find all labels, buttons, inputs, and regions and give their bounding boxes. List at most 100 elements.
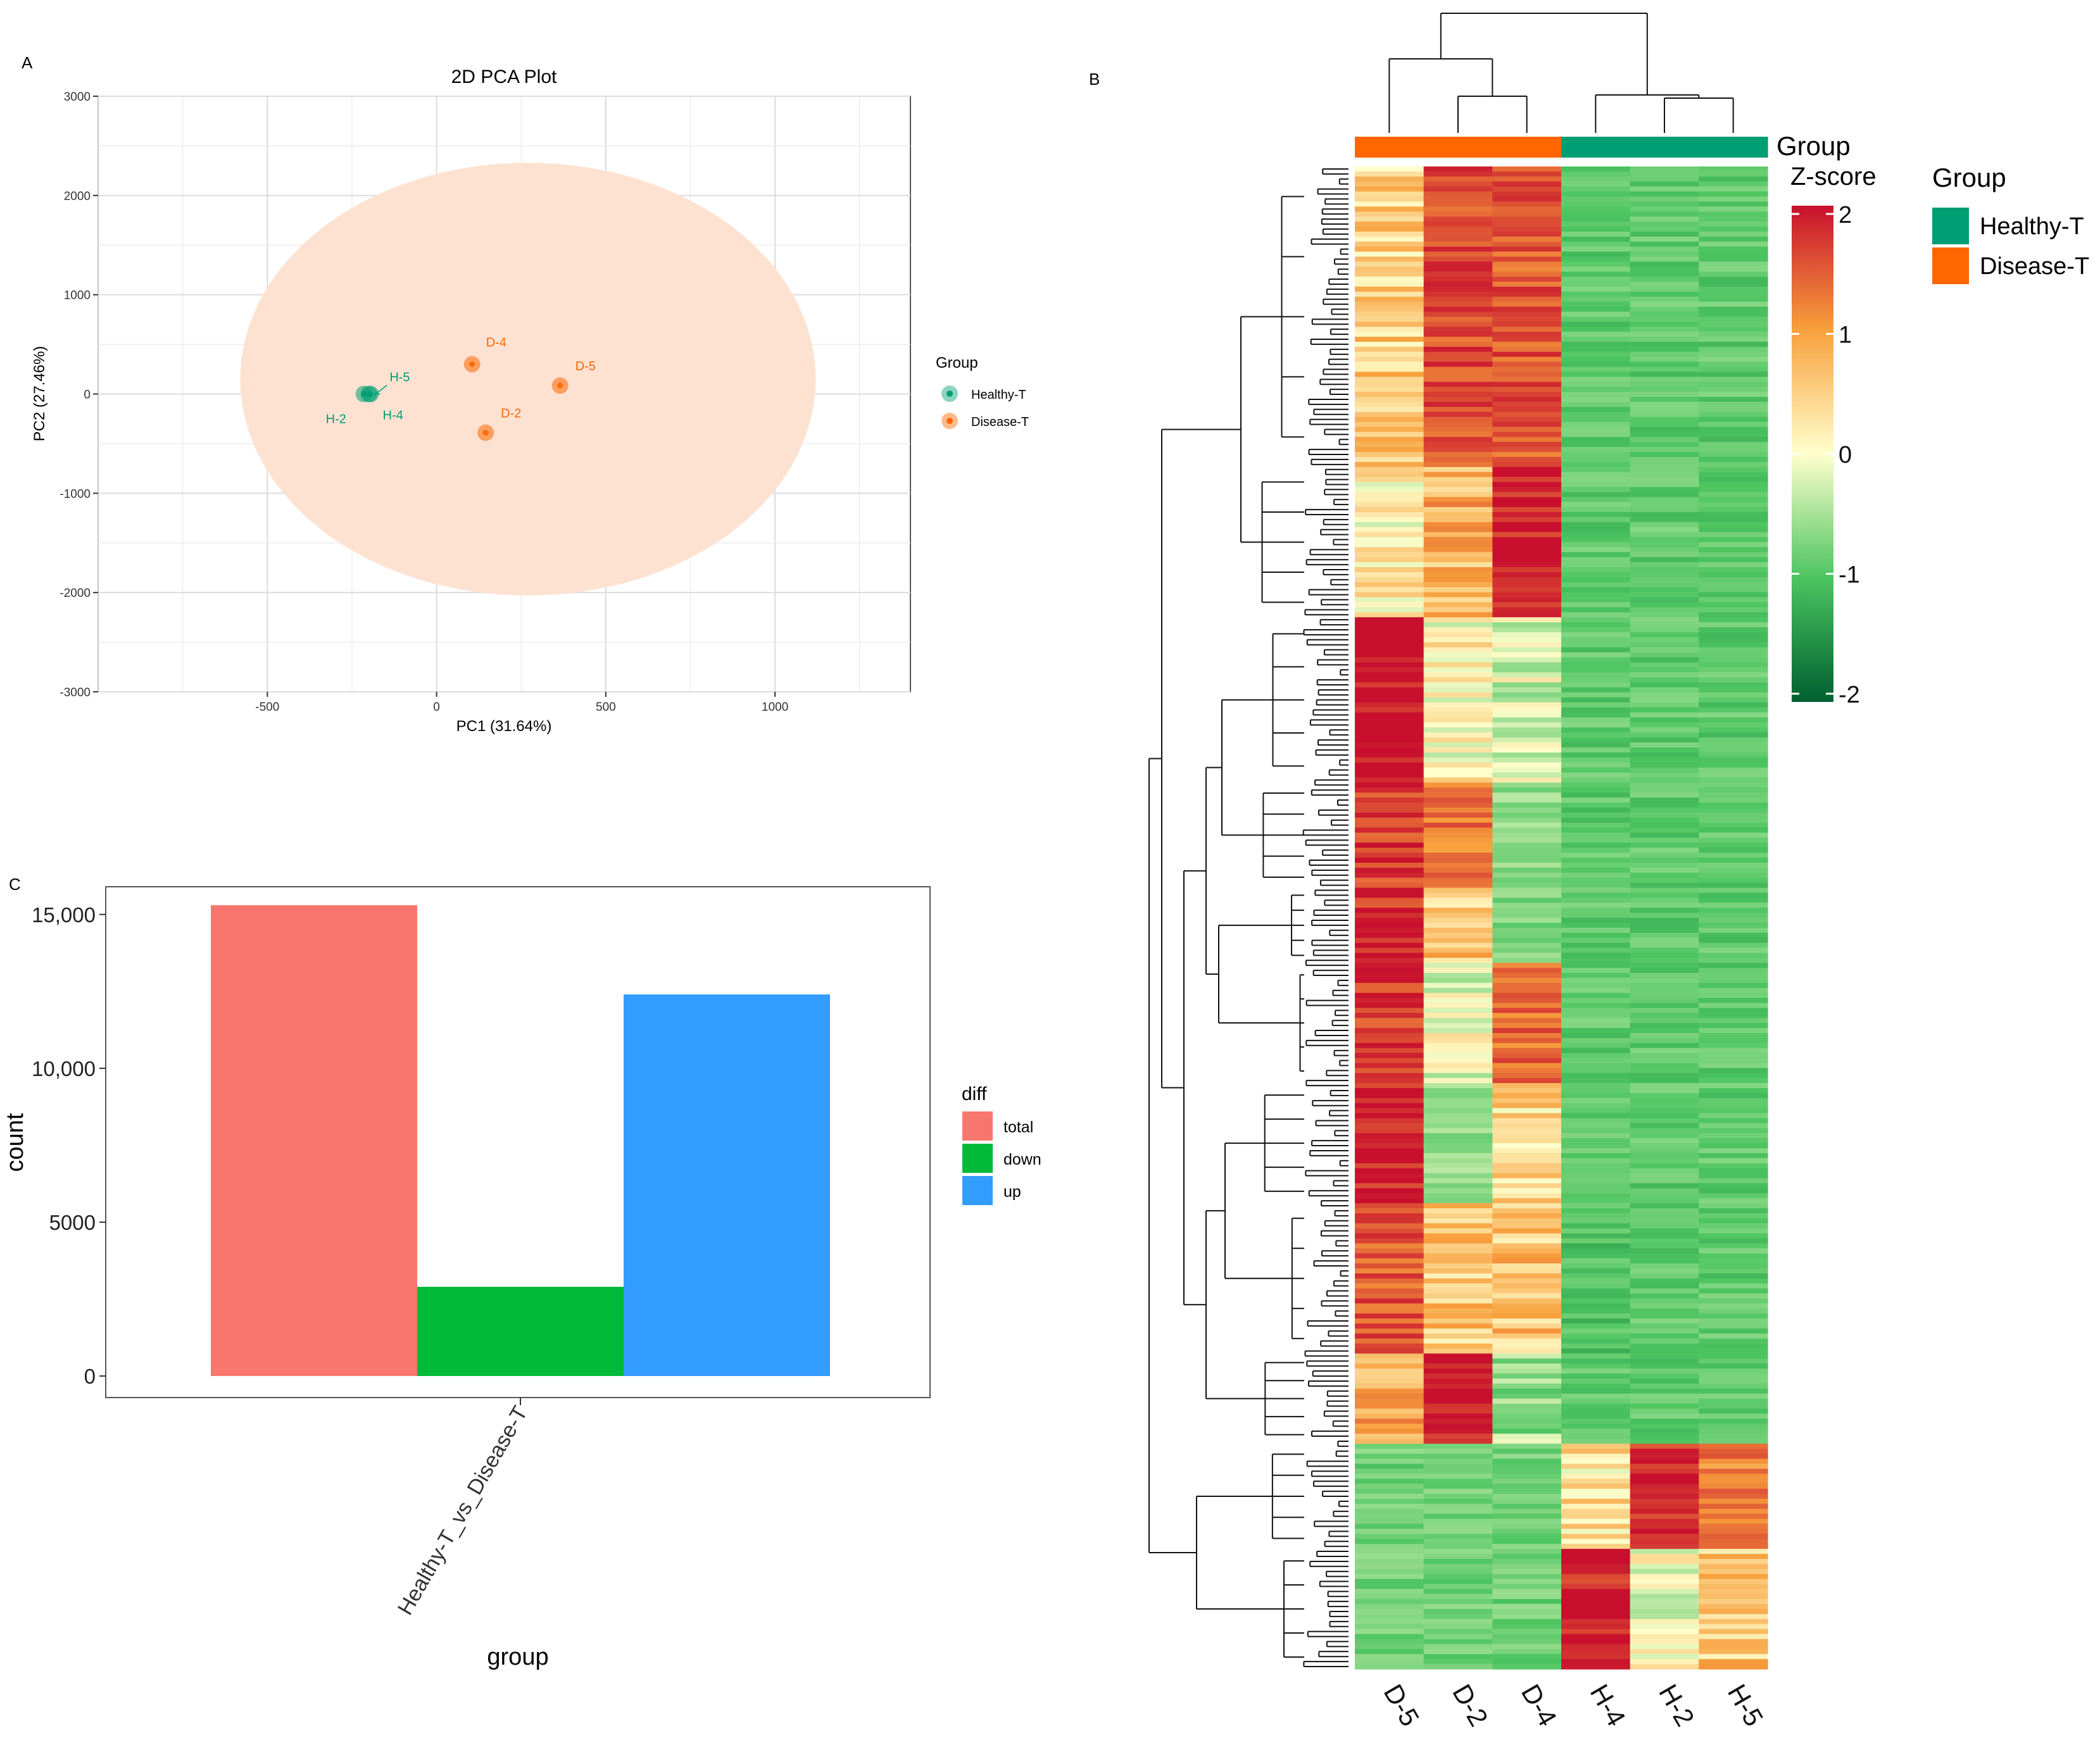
pca-legend-dot-disease — [946, 418, 953, 424]
heatmap-cell — [1423, 707, 1493, 713]
heatmap-cell — [1630, 1484, 1699, 1489]
heatmap-cell — [1699, 767, 1768, 773]
heatmap-cell — [1492, 306, 1562, 313]
heatmap-cell — [1423, 316, 1493, 322]
heatmap-cell — [1423, 922, 1493, 929]
heatmap-cell — [1561, 442, 1631, 447]
heatmap-cell — [1355, 1574, 1424, 1580]
heatmap-cell — [1699, 1644, 1768, 1649]
heatmap-cell — [1492, 1393, 1562, 1399]
heatmap-cell — [1630, 647, 1699, 653]
heatmap-cell — [1561, 1128, 1631, 1134]
heatmap-cell — [1630, 973, 1699, 979]
heatmap-cell — [1699, 1013, 1768, 1018]
heatmap-cell — [1492, 1278, 1562, 1284]
heatmap-cell — [1355, 1042, 1424, 1049]
heatmap-cell — [1561, 913, 1631, 918]
heatmap-cell — [1423, 537, 1493, 543]
heatmap-cell — [1561, 882, 1631, 889]
heatmap-cell — [1630, 1228, 1699, 1234]
heatmap-cell — [1355, 1263, 1424, 1269]
heatmap-cell — [1630, 1268, 1699, 1274]
heatmap-cell — [1423, 657, 1493, 663]
heatmap-cell — [1630, 1092, 1699, 1099]
heatmap-cell — [1630, 1498, 1699, 1505]
heatmap-cell — [1630, 1298, 1699, 1304]
heatmap-cell — [1630, 1503, 1699, 1510]
heatmap-cell — [1423, 1398, 1493, 1405]
heatmap-cell — [1561, 717, 1631, 723]
heatmap-cell — [1699, 777, 1768, 783]
heatmap-cell — [1561, 1343, 1631, 1349]
heatmap-cell — [1423, 1613, 1493, 1620]
heatmap-cell — [1699, 948, 1768, 953]
heatmap-cell — [1492, 1208, 1562, 1214]
heatmap-cell — [1423, 1589, 1493, 1594]
heatmap-cell — [1355, 1644, 1424, 1649]
heatmap-cell — [1561, 1053, 1631, 1059]
heatmap-cell — [1492, 848, 1562, 853]
heatmap-cell — [1699, 1023, 1768, 1029]
heatmap-cell — [1561, 1508, 1631, 1515]
heatmap-cell — [1630, 361, 1699, 368]
heatmap-cell — [1355, 1273, 1424, 1279]
heatmap-cell — [1423, 171, 1493, 177]
heatmap-cell — [1492, 862, 1562, 868]
heatmap-cell — [1630, 652, 1699, 658]
heatmap-cell — [1561, 222, 1631, 227]
heatmap-cell — [1630, 296, 1699, 303]
heatmap-cell — [1355, 282, 1424, 287]
heatmap-cell — [1423, 176, 1493, 182]
heatmap-cell — [1561, 1534, 1631, 1539]
heatmap-cell — [1630, 186, 1699, 192]
heatmap-cell — [1492, 241, 1562, 247]
heatmap-cell — [1492, 522, 1562, 528]
heatmap-cell — [1630, 1388, 1699, 1394]
heatmap-cell — [1630, 1448, 1699, 1455]
heatmap-cell — [1699, 1143, 1768, 1149]
heatmap-cell — [1699, 848, 1768, 853]
heatmap-cell — [1699, 547, 1768, 553]
heatmap-cell — [1355, 1503, 1424, 1510]
heatmap-cell — [1561, 908, 1631, 913]
heatmap-cell — [1492, 742, 1562, 748]
heatmap-cell — [1423, 1518, 1493, 1525]
heatmap-cell — [1423, 1443, 1493, 1449]
heatmap-cell — [1355, 286, 1424, 292]
heatmap-cell — [1355, 1539, 1424, 1544]
heatmap-cell — [1630, 401, 1699, 408]
heatmap-cell — [1492, 908, 1562, 913]
heatmap-cell — [1355, 752, 1424, 758]
heatmap-cell — [1492, 1103, 1562, 1109]
heatmap-cell — [1355, 942, 1424, 949]
heatmap-cell — [1492, 872, 1562, 879]
heatmap-cell — [1423, 447, 1493, 453]
heatmap-cell — [1492, 1434, 1562, 1439]
heatmap-cell — [1630, 1128, 1699, 1134]
heatmap-cell — [1423, 422, 1493, 428]
heatmap-cell — [1423, 452, 1493, 458]
heatmap-cell — [1492, 942, 1562, 949]
heatmap-cell — [1423, 592, 1493, 598]
heatmap-cell — [1423, 1203, 1493, 1209]
heatmap-cell — [1423, 401, 1493, 408]
heatmap-cell — [1492, 572, 1562, 578]
heatmap-cell — [1699, 1188, 1768, 1194]
heatmap-cell — [1699, 256, 1768, 262]
heatmap-cell — [1355, 932, 1424, 939]
heatmap-cell — [1561, 1003, 1631, 1009]
heatmap-cell — [1492, 406, 1562, 413]
heatmap-cell — [1630, 787, 1699, 793]
heatmap-cell — [1492, 898, 1562, 903]
heatmap-cell — [1561, 516, 1631, 523]
heatmap-cell — [1423, 1283, 1493, 1289]
heatmap-cell — [1561, 251, 1631, 258]
heatmap-cell — [1699, 532, 1768, 538]
heatmap-cell — [1699, 1634, 1768, 1640]
heatmap-cell — [1699, 1263, 1768, 1269]
heatmap-cell — [1561, 737, 1631, 743]
panel-label-c: C — [9, 875, 21, 894]
heatmap-cell — [1699, 1379, 1768, 1384]
heatmap-cell — [1561, 577, 1631, 583]
heatmap-cell — [1492, 246, 1562, 253]
